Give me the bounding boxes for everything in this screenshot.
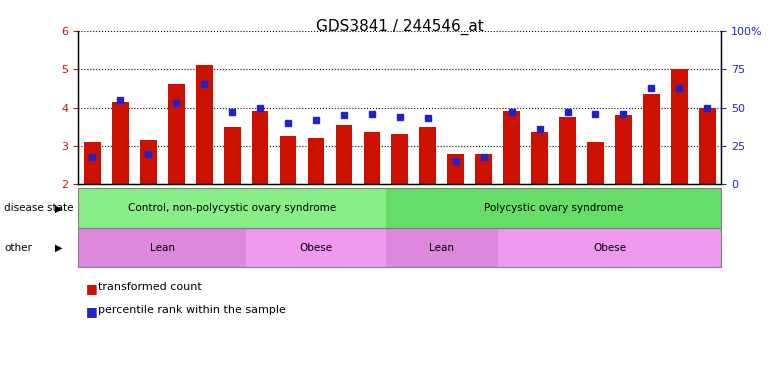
Bar	[615, 115, 632, 184]
Bar	[699, 108, 716, 184]
Text: disease state: disease state	[4, 203, 74, 214]
Bar	[419, 127, 436, 184]
Bar	[252, 111, 268, 184]
Text: Control, non-polycystic ovary syndrome: Control, non-polycystic ovary syndrome	[128, 203, 336, 214]
Bar	[196, 65, 212, 184]
Text: Obese: Obese	[593, 243, 626, 253]
Bar	[532, 132, 548, 184]
Bar	[364, 132, 380, 184]
Bar	[475, 154, 492, 184]
Text: GDS3841 / 244546_at: GDS3841 / 244546_at	[316, 19, 484, 35]
Text: other: other	[4, 243, 32, 253]
Bar	[307, 138, 325, 184]
Bar	[223, 127, 241, 184]
Bar	[559, 117, 576, 184]
Text: ▶: ▶	[55, 203, 63, 214]
Bar	[503, 111, 520, 184]
Bar	[643, 94, 660, 184]
Text: ■: ■	[86, 305, 102, 318]
Bar	[168, 84, 184, 184]
Bar	[140, 140, 157, 184]
Bar	[112, 102, 129, 184]
Bar	[280, 136, 296, 184]
Bar	[587, 142, 604, 184]
Text: Lean: Lean	[430, 243, 454, 253]
Text: transformed count: transformed count	[98, 282, 201, 292]
Bar	[84, 142, 101, 184]
Text: Polycystic ovary syndrome: Polycystic ovary syndrome	[484, 203, 623, 214]
Bar	[336, 125, 352, 184]
Bar	[448, 154, 464, 184]
Text: percentile rank within the sample: percentile rank within the sample	[98, 305, 286, 315]
Text: ▶: ▶	[55, 243, 63, 253]
Bar	[671, 69, 688, 184]
Text: Lean: Lean	[150, 243, 175, 253]
Bar	[391, 134, 408, 184]
Text: ■: ■	[86, 282, 102, 295]
Text: Obese: Obese	[299, 243, 332, 253]
